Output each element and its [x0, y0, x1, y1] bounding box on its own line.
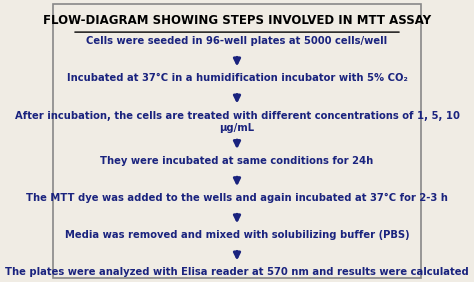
- Text: The plates were analyzed with Elisa reader at 570 nm and results were calculated: The plates were analyzed with Elisa read…: [5, 268, 469, 277]
- Text: Media was removed and mixed with solubilizing buffer (PBS): Media was removed and mixed with solubil…: [64, 230, 410, 240]
- Text: After incubation, the cells are treated with different concentrations of 1, 5, 1: After incubation, the cells are treated …: [15, 111, 459, 133]
- Text: They were incubated at same conditions for 24h: They were incubated at same conditions f…: [100, 156, 374, 166]
- Text: FLOW-DIAGRAM SHOWING STEPS INVOLVED IN MTT ASSAY: FLOW-DIAGRAM SHOWING STEPS INVOLVED IN M…: [43, 14, 431, 27]
- Text: Incubated at 37°C in a humidification incubator with 5% CO₂: Incubated at 37°C in a humidification in…: [66, 73, 408, 83]
- Text: The MTT dye was added to the wells and again incubated at 37°C for 2-3 h: The MTT dye was added to the wells and a…: [26, 193, 448, 203]
- FancyBboxPatch shape: [54, 4, 420, 278]
- Text: Cells were seeded in 96-well plates at 5000 cells/well: Cells were seeded in 96-well plates at 5…: [86, 36, 388, 46]
